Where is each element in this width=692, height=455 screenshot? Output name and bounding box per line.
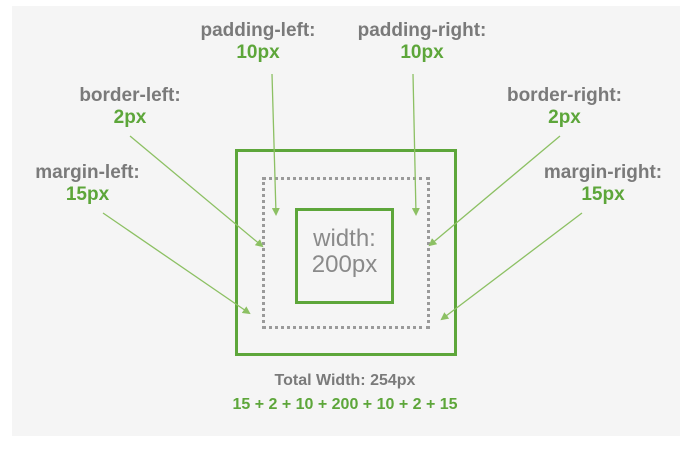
border-left-name: border-left:: [79, 85, 181, 106]
padding-dotted-box: [262, 177, 430, 329]
content-width-line2: 200px: [311, 251, 378, 278]
margin-left-arrow: [102, 212, 251, 315]
margin-right-label: margin-right: 15px: [532, 162, 674, 206]
total-width-formula: 15 + 2 + 10 + 200 + 10 + 2 + 15: [232, 396, 458, 413]
padding-left-value: 10px: [236, 42, 280, 63]
margin-right-arrow: [440, 212, 583, 321]
margin-left-name: margin-left:: [35, 162, 140, 183]
content-width-label: width: 200px: [295, 226, 394, 278]
border-left-label: border-left: 2px: [60, 85, 200, 129]
content-width-line1: width:: [313, 225, 376, 252]
total-width-label: Total Width: 254px: [274, 372, 416, 389]
border-right-label: border-right: 2px: [492, 85, 637, 129]
margin-right-value: 15px: [581, 184, 625, 205]
padding-right-arrow: [411, 73, 420, 216]
padding-right-label: padding-right: 10px: [342, 20, 502, 64]
border-right-value: 2px: [548, 107, 581, 128]
border-left-value: 2px: [113, 107, 147, 128]
margin-border-box: [235, 149, 457, 356]
border-right-name: border-right:: [506, 85, 623, 106]
margin-left-label: margin-left: 15px: [20, 162, 155, 206]
margin-left-value: 15px: [65, 184, 110, 205]
border-right-arrow: [428, 135, 561, 247]
padding-left-name: padding-left:: [200, 20, 316, 41]
padding-left-arrow: [271, 73, 280, 216]
padding-right-name: padding-right:: [357, 20, 487, 41]
padding-right-value: 10px: [400, 42, 444, 63]
content-box: [295, 208, 394, 304]
border-left-arrow: [129, 135, 264, 248]
diagram-background: [12, 6, 680, 436]
margin-right-name: margin-right:: [543, 162, 663, 183]
padding-left-label: padding-left: 10px: [188, 20, 328, 64]
